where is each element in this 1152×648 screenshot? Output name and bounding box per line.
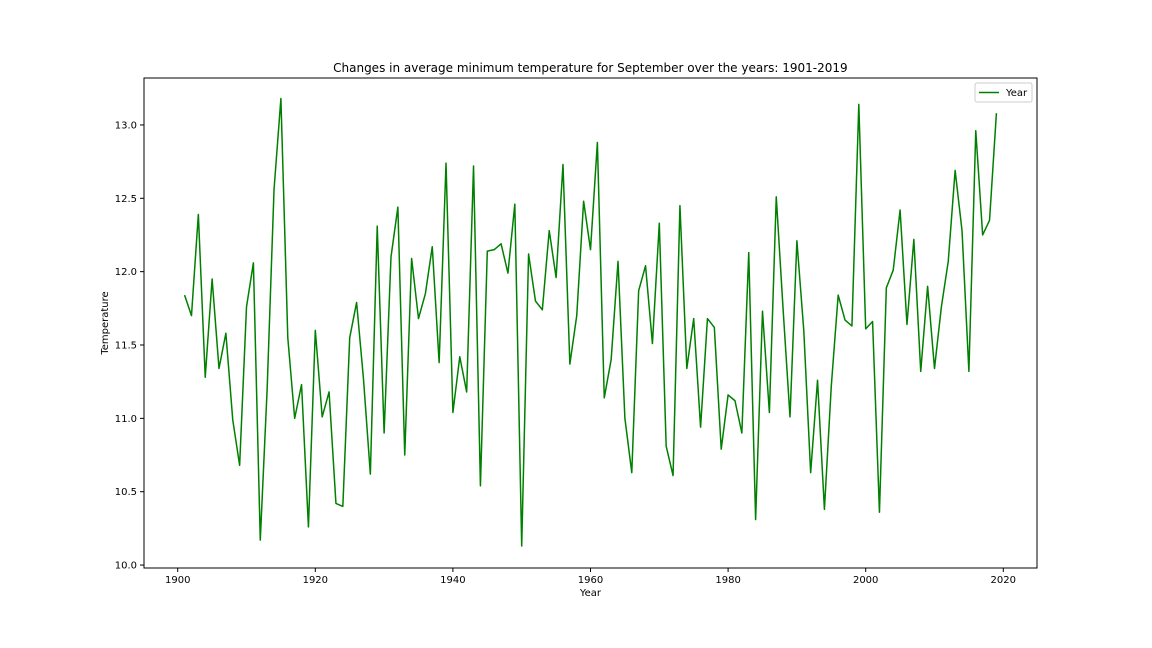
plot-area <box>143 77 1038 569</box>
x-tick-label: 1920 <box>303 575 328 586</box>
chart-title: Changes in average minimum temperature f… <box>333 61 848 75</box>
x-tick-label: 1900 <box>165 575 190 586</box>
y-axis-label: Temperature <box>100 291 111 355</box>
y-tick-label: 13.0 <box>115 120 137 131</box>
series-line-0 <box>183 97 998 547</box>
legend: Year <box>974 82 1033 103</box>
y-tick-label: 10.0 <box>115 561 137 572</box>
x-tick-label: 2000 <box>853 575 878 586</box>
legend-box <box>974 82 1033 103</box>
y-tick-label: 11.5 <box>115 341 137 352</box>
x-tick-label: 1980 <box>715 575 740 586</box>
x-tick-label: 1960 <box>578 575 603 586</box>
legend-label: Year <box>1005 88 1028 99</box>
y-tick-label: 11.0 <box>115 414 137 425</box>
x-axis-label: Year <box>579 588 602 599</box>
y-tick-label: 12.0 <box>115 267 137 278</box>
x-tick-label: 2020 <box>991 575 1016 586</box>
x-tick-label: 1940 <box>440 575 465 586</box>
y-tick-label: 10.5 <box>115 487 137 498</box>
x-axis: 1900 1920 1940 1960 1980 2000 2020 <box>165 568 1016 586</box>
y-tick-label: 12.5 <box>115 194 137 205</box>
series-layer <box>183 97 998 547</box>
y-axis: 10.0 10.5 11.0 11.5 12.0 12.5 13.0 <box>115 120 144 572</box>
